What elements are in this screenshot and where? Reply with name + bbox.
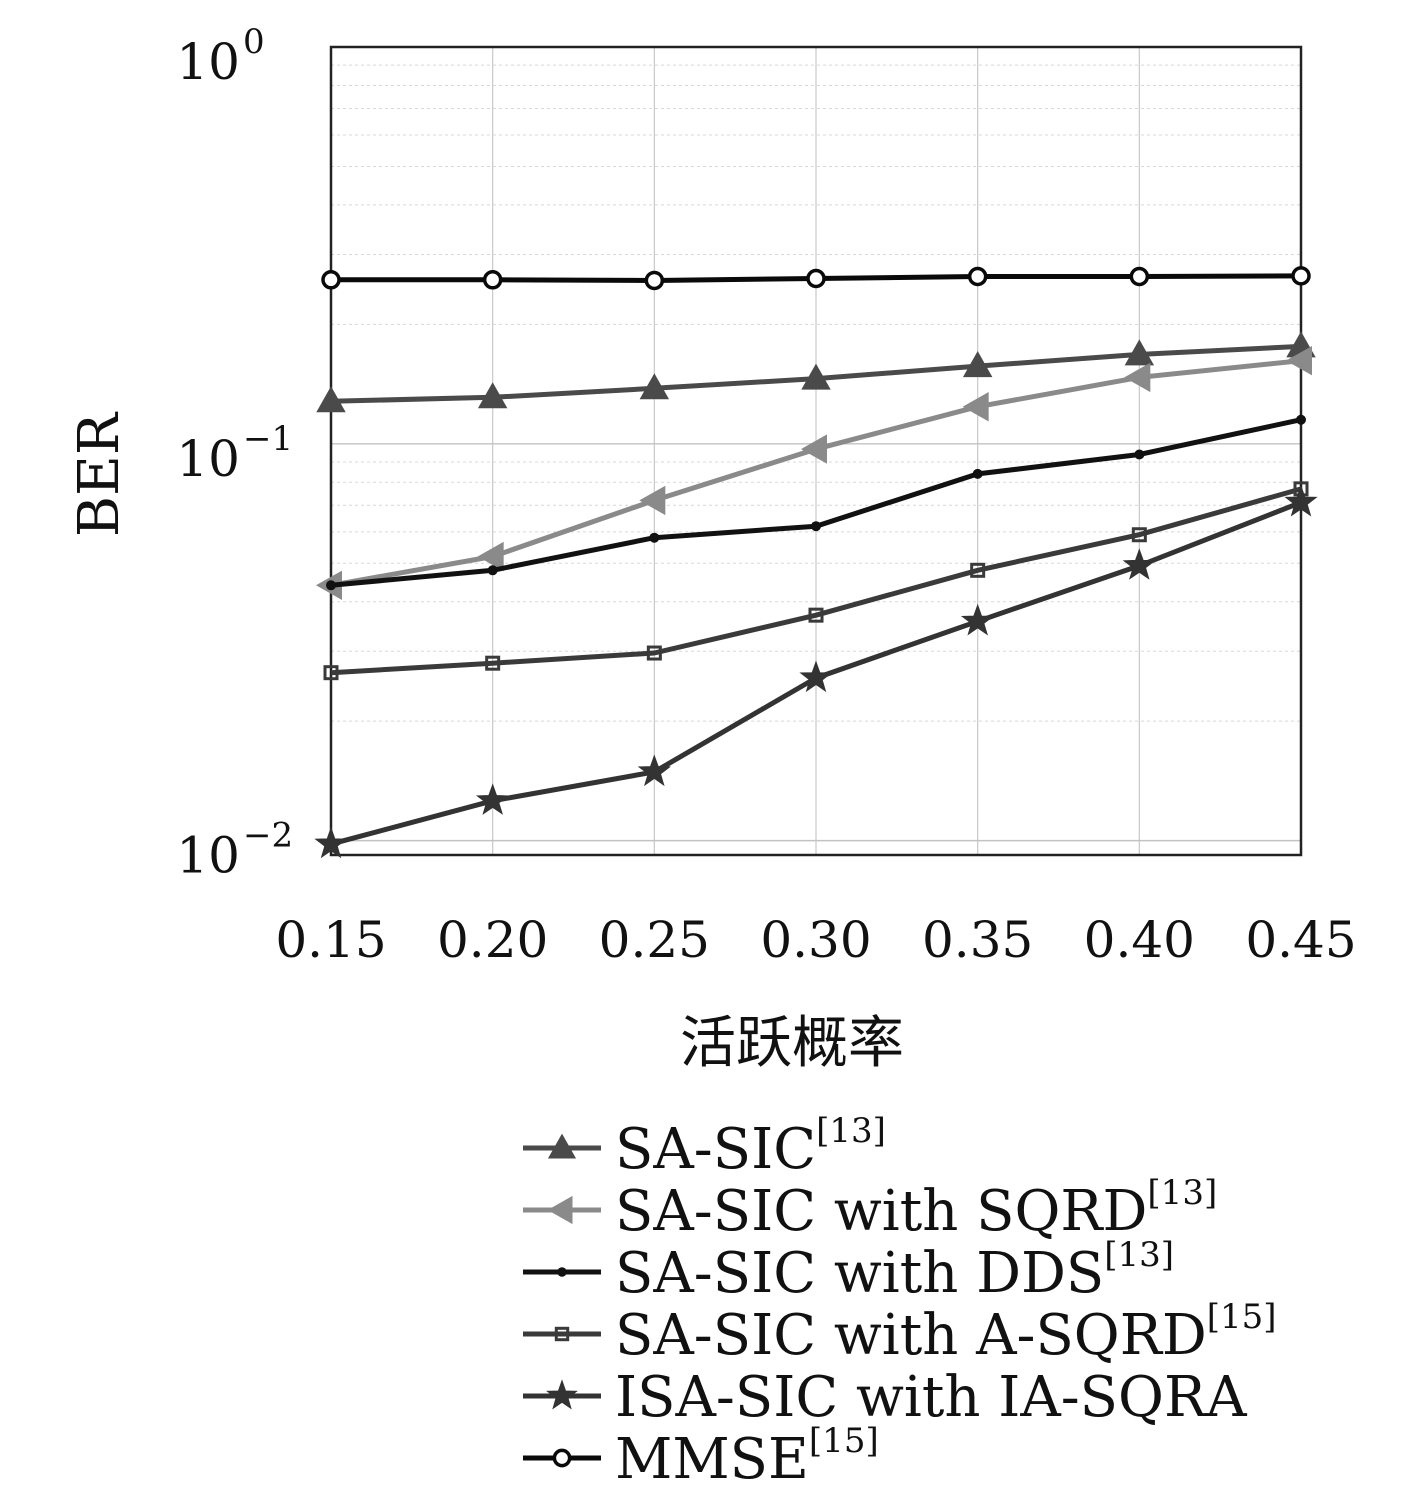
data-point	[326, 580, 336, 591]
legend-citation: [15]	[1207, 1297, 1277, 1337]
x-tick-label: 0.15	[275, 911, 386, 969]
legend-entry: SA-SIC with SQRD[13]	[523, 1173, 1217, 1244]
x-tick-label: 0.20	[437, 911, 548, 969]
data-point	[482, 270, 503, 290]
legend-entry: ISA-SIC with IA-SQRA	[523, 1365, 1247, 1430]
legend-series-name: SA-SIC with SQRD	[615, 1179, 1147, 1244]
y-tick-label: 10	[176, 827, 240, 885]
data-point	[321, 270, 341, 290]
legend-entry: SA-SIC with A-SQRD[15]	[523, 1297, 1277, 1368]
legend-series-name: SA-SIC with A-SQRD	[615, 1303, 1207, 1368]
legend-series-name: SA-SIC with DDS	[615, 1241, 1104, 1306]
data-point	[970, 562, 986, 578]
series-isa-sic-with-ia-sqra	[314, 484, 1318, 859]
data-point	[323, 665, 339, 681]
series-mmse	[321, 266, 1311, 291]
data-point	[639, 485, 666, 516]
legend-citation: [13]	[816, 1111, 886, 1151]
data-point	[801, 363, 831, 390]
y-tick-exponent: −2	[243, 816, 293, 856]
data-point	[960, 603, 995, 636]
data-point	[1296, 414, 1306, 425]
y-tick-exponent: 0	[243, 22, 265, 62]
data-point	[314, 826, 348, 859]
data-point	[1284, 484, 1318, 517]
data-point	[547, 1133, 577, 1159]
data-point	[1285, 345, 1312, 376]
x-tick-label: 0.25	[599, 911, 710, 969]
legend-entry: SA-SIC[13]	[523, 1111, 886, 1182]
data-point	[1131, 527, 1147, 543]
legend-series-name: SA-SIC	[615, 1117, 816, 1182]
data-point	[1122, 548, 1157, 580]
data-point	[799, 660, 833, 693]
data-point	[477, 541, 504, 572]
y-tick-label: 10	[176, 33, 240, 91]
data-point	[800, 434, 827, 464]
data-point	[485, 655, 501, 671]
data-point	[646, 645, 662, 661]
y-axis-label: BER	[67, 411, 132, 537]
data-point	[962, 351, 993, 378]
x-tick-label: 0.45	[1245, 911, 1356, 969]
data-point	[967, 266, 988, 287]
data-point	[972, 468, 983, 479]
series-group	[314, 266, 1318, 859]
legend-label: SA-SIC with A-SQRD[15]	[615, 1297, 1277, 1368]
data-point	[644, 270, 665, 291]
data-point	[637, 754, 672, 787]
legend: SA-SIC[13]SA-SIC with SQRD[13]SA-SIC wit…	[523, 1111, 1277, 1492]
legend-series-name: ISA-SIC with IA-SQRA	[615, 1365, 1247, 1430]
data-point	[1134, 449, 1145, 460]
series-line	[330, 486, 1302, 676]
data-point	[477, 382, 508, 409]
data-point	[811, 521, 821, 532]
plot-frame	[329, 45, 1303, 857]
legend-entry: MMSE[15]	[523, 1421, 879, 1492]
data-point	[554, 1326, 570, 1342]
data-point	[962, 392, 989, 422]
legend-label: SA-SIC with SQRD[13]	[615, 1173, 1217, 1244]
legend-label: MMSE[15]	[615, 1421, 879, 1492]
legend-label: SA-SIC with DDS[13]	[615, 1235, 1174, 1306]
legend-citation: [13]	[1147, 1173, 1217, 1213]
data-point	[806, 268, 826, 289]
data-point	[808, 607, 824, 623]
legend-label: ISA-SIC with IA-SQRA	[615, 1365, 1247, 1430]
legend-citation: [13]	[1104, 1235, 1174, 1275]
legend-citation: [15]	[809, 1421, 879, 1461]
series-sa-sic-with-dds	[326, 414, 1306, 591]
y-tick-label: 10	[176, 430, 240, 488]
data-point	[639, 373, 670, 400]
x-axis-label: 活跃概率	[680, 1011, 904, 1076]
data-point	[475, 783, 510, 815]
y-tick-exponent: −1	[243, 419, 293, 459]
legend-label: SA-SIC[13]	[615, 1111, 886, 1182]
legend-series-name: MMSE	[615, 1427, 809, 1492]
data-point	[316, 386, 346, 413]
data-point	[1291, 266, 1311, 286]
data-point	[487, 565, 498, 576]
x-tick-label: 0.40	[1084, 911, 1195, 969]
data-point	[1124, 339, 1155, 366]
data-point	[649, 532, 660, 543]
series-sa-sic	[316, 331, 1316, 413]
data-point	[546, 1379, 578, 1410]
x-tick-label: 0.30	[760, 911, 871, 969]
legend-entry: SA-SIC with DDS[13]	[523, 1235, 1174, 1306]
data-point	[552, 1448, 572, 1468]
x-tick-label: 0.35	[922, 911, 1033, 969]
x-tick-labels: 0.15 0.20 0.25 0.30 0.35 0.40 0.45	[275, 911, 1356, 969]
data-point	[1129, 266, 1150, 287]
data-point	[557, 1267, 567, 1277]
data-point	[1124, 362, 1151, 393]
data-point	[547, 1195, 573, 1225]
